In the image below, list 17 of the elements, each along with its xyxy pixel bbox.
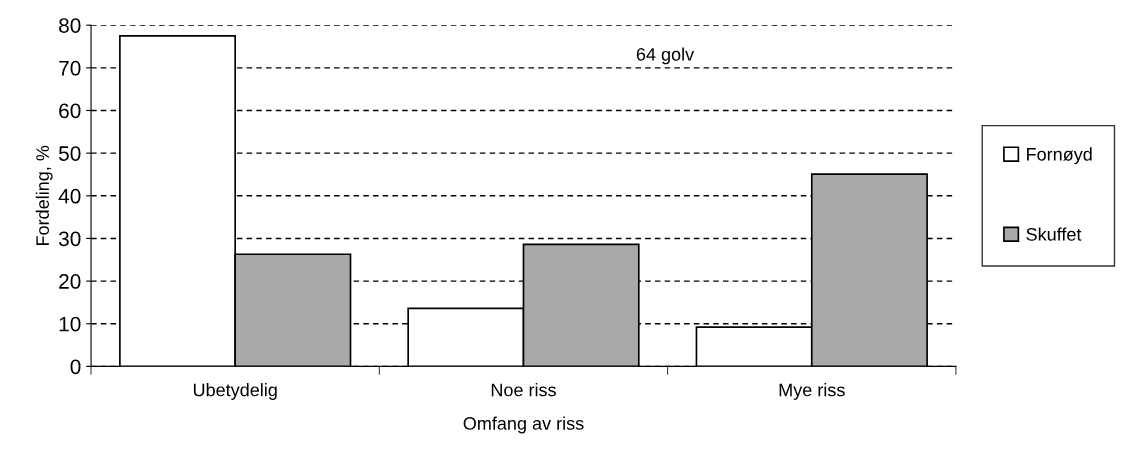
x-axis-title: Omfang av riss [463,416,584,434]
y-tick-label: 80 [59,18,81,33]
y-tick-label: 50 [58,146,81,161]
y-tick-label: 0 [70,359,81,375]
y-axis-title: Fordeling, % [35,145,53,245]
x-tick-label: Mye riss [779,383,845,400]
y-tick-label: 20 [59,274,81,289]
legend-label: Fornøyd [1027,147,1092,165]
y-tick-label: 10 [59,316,81,332]
y-tick-label: 30 [58,231,81,247]
y-tick-label: 60 [59,103,81,119]
y-tick-label: 70 [59,60,81,76]
x-tick-label: Noe riss [491,383,556,397]
x-tick-label: Ubetydelig [193,383,277,400]
annotation: 64 golv [636,47,695,65]
legend-label: Skuffet [1026,227,1082,241]
y-tick-label: 40 [58,188,81,204]
